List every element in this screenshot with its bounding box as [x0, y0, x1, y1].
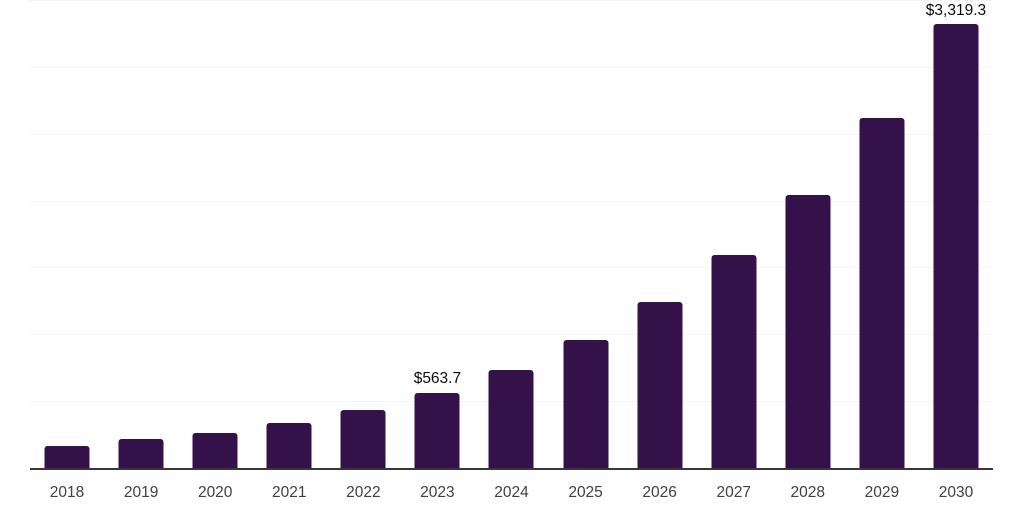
bar-slot [474, 0, 548, 470]
x-tick-label: 2029 [864, 484, 900, 501]
bar [637, 301, 683, 468]
plot-area: $563.7 $3,319.3 [30, 0, 993, 470]
bar-slot [30, 0, 104, 470]
gridline [30, 66, 993, 68]
bar [711, 254, 757, 468]
x-tick-label: 2022 [346, 484, 381, 501]
bar [44, 445, 90, 468]
x-tick-label: 2019 [123, 484, 159, 501]
gridline [30, 267, 993, 269]
bar-slot [697, 0, 771, 470]
bar [563, 340, 609, 468]
bar-slot [549, 0, 623, 470]
bar [859, 118, 905, 468]
bar [414, 392, 460, 468]
bar-value-label: $563.7 [413, 370, 462, 388]
bar [933, 24, 979, 468]
bar-value-label: $3,319.3 [925, 1, 987, 19]
bar [340, 409, 386, 468]
gridline [30, 334, 993, 336]
x-tick-label: 2023 [420, 484, 455, 501]
bar [266, 423, 312, 468]
x-tick-label: 2028 [790, 484, 826, 501]
x-tick-label: 2020 [197, 484, 233, 501]
bar-slot [771, 0, 845, 470]
gridline [30, 133, 993, 135]
bar-slot: $3,319.3 [919, 0, 993, 470]
x-tick-label: 2018 [49, 484, 85, 501]
bar-slot [623, 0, 697, 470]
bar-slot: $563.7 [400, 0, 474, 470]
bar-slot [178, 0, 252, 470]
x-tick-label: 2030 [938, 484, 974, 501]
x-axis: 2018 2019 2020 2021 2022 2023 2024 2025 2026 2027… [30, 470, 993, 512]
x-axis-line [30, 468, 993, 470]
x-tick-label: 2025 [568, 484, 603, 501]
bar [118, 439, 164, 468]
bar [785, 195, 831, 468]
bar [488, 370, 534, 468]
bar [192, 433, 238, 468]
x-tick-label: 2021 [272, 484, 307, 501]
bar-slot [104, 0, 178, 470]
bar-slot [326, 0, 400, 470]
x-tick-label: 2027 [716, 484, 751, 501]
x-tick-label: 2026 [642, 484, 677, 501]
bar-slot [252, 0, 326, 470]
bar-slot [845, 0, 919, 470]
gridline [30, 0, 993, 1]
gridline [30, 200, 993, 202]
x-tick-label: 2024 [494, 484, 529, 501]
